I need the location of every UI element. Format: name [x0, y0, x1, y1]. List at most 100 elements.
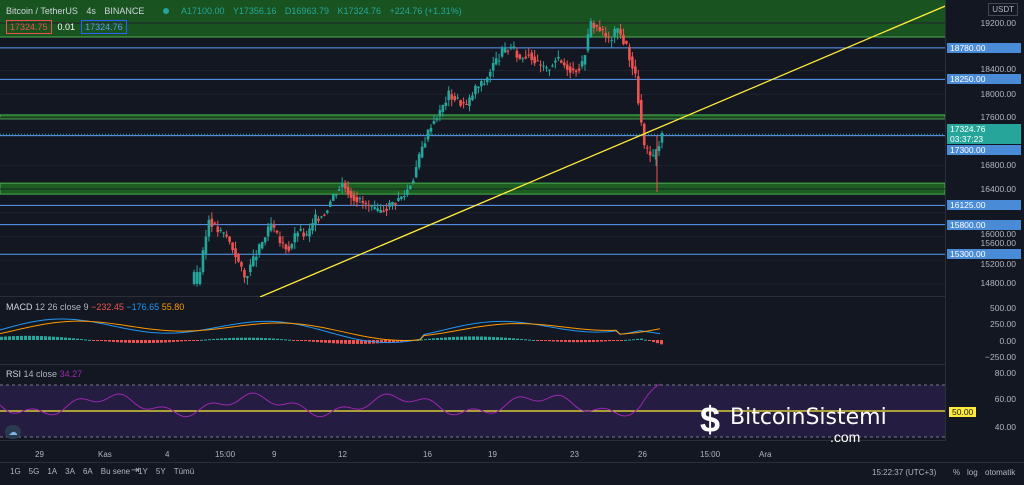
macd-histogram-bar — [336, 340, 339, 344]
timeframe-button[interactable]: 1G — [10, 467, 21, 476]
macd-histogram-bar — [628, 339, 631, 341]
log-toggle[interactable]: log — [967, 468, 978, 477]
level-price-label: 18250.00 — [947, 74, 1021, 85]
sell-button[interactable]: 17324.75 — [6, 20, 52, 34]
rsi-pane[interactable]: RSI 14 close 34.27 ☁ — [0, 365, 945, 441]
candle — [252, 256, 255, 267]
macd-histogram-bar — [60, 337, 63, 340]
macd-histogram-bar — [20, 335, 23, 340]
macd-label: MACD — [6, 302, 33, 312]
candle — [272, 224, 276, 228]
macd-histogram-bar — [516, 338, 519, 340]
candle — [497, 60, 501, 62]
buy-button[interactable]: 17324.76 — [81, 20, 127, 34]
rsi-value: 34.27 — [59, 369, 83, 379]
candle — [397, 198, 400, 201]
price-axis[interactable]: USDT 17324.76 03:37:23 18780.00 18250.00 173… — [945, 0, 1024, 297]
candle — [444, 102, 448, 107]
macd-histogram-bar — [4, 336, 7, 340]
macd-histogram-bar — [116, 340, 119, 343]
macd-histogram-bar — [140, 340, 143, 344]
candle — [323, 214, 326, 216]
candle — [557, 57, 560, 59]
timeframe-button[interactable]: Bu sene — [100, 467, 131, 476]
go-to-date-icon[interactable]: ⇥ — [131, 465, 140, 476]
macd-histogram-bar — [544, 340, 547, 341]
candle — [284, 244, 288, 250]
candle — [483, 83, 486, 85]
macd-histogram-bar — [308, 340, 311, 342]
candle — [465, 104, 468, 106]
candle — [198, 272, 202, 284]
macd-pane[interactable]: MACD 12 26 close 9 −232.45 −176.65 55.80 — [0, 297, 945, 365]
macd-tick: 500.00 — [990, 303, 1016, 313]
timeframe-button[interactable]: 6A — [82, 467, 93, 476]
macd-histogram-bar — [100, 340, 103, 341]
candle — [352, 194, 356, 201]
candle — [331, 193, 335, 201]
timeframe-button[interactable]: 3A — [65, 467, 75, 476]
timeframe-button[interactable]: 5G — [28, 467, 40, 476]
candle — [551, 65, 554, 67]
macd-histogram-bar — [44, 336, 47, 340]
macd-histogram-bar — [656, 340, 659, 344]
candle — [462, 102, 465, 104]
candle — [634, 66, 637, 74]
candle — [616, 28, 619, 33]
macd-histogram-bar — [572, 340, 575, 343]
macd-histogram-bar — [440, 337, 443, 340]
timeframe-button[interactable]: 5Y — [155, 467, 166, 476]
macd-histogram-bar — [292, 340, 295, 341]
macd-histogram-bar — [260, 337, 263, 340]
price-chart[interactable] — [0, 0, 945, 297]
candle — [503, 47, 507, 53]
macd-histogram-bar — [332, 340, 335, 344]
macd-histogram-bar — [420, 339, 423, 341]
timeframe-button[interactable]: Tümü — [173, 467, 195, 476]
timeframe-button[interactable]: 1Y — [138, 467, 148, 476]
macd-histogram-bar — [180, 340, 183, 342]
macd-hist-value: −232.45 — [91, 302, 124, 312]
percent-toggle[interactable]: % — [953, 468, 961, 477]
candle — [568, 66, 572, 73]
auto-toggle[interactable]: otomatik — [985, 468, 1016, 477]
level-price-label: 15300.00 — [947, 249, 1021, 260]
price-tick: 16400.00 — [980, 183, 1016, 194]
candle — [293, 233, 297, 243]
candle — [296, 232, 300, 237]
macd-histogram-bar — [392, 340, 395, 343]
macd-histogram-bar — [520, 338, 523, 340]
main-chart-pane[interactable]: Bitcoin / TetherUS 4s BINANCE A17100.00 … — [0, 0, 945, 297]
candle — [521, 58, 525, 60]
macd-histogram-bar — [268, 338, 271, 340]
symbol-name[interactable]: Bitcoin / TetherUS — [6, 6, 78, 16]
candle — [637, 76, 640, 104]
timeframe-button[interactable]: 1A — [47, 467, 58, 476]
macd-histogram-bar — [532, 339, 535, 341]
candle — [195, 272, 199, 284]
macd-histogram-bar — [380, 340, 383, 344]
macd-histogram-bar — [508, 337, 511, 340]
macd-histogram-bar — [480, 336, 483, 340]
macd-histogram-bar — [264, 338, 267, 340]
macd-histogram-bar — [52, 336, 55, 340]
candle — [645, 147, 649, 149]
macd-histogram-bar — [428, 338, 431, 340]
timeframe-bar: 1G 5G 1A 3A 6A Bu sene 1Y 5Y Tümü — [10, 467, 194, 476]
cloud-icon[interactable]: ☁ — [5, 425, 21, 439]
clock[interactable]: 15:22:37 (UTC+3) — [872, 468, 937, 477]
candle — [400, 196, 403, 199]
candle — [607, 36, 610, 38]
price-tick: 17600.00 — [980, 112, 1016, 123]
candle — [234, 248, 237, 258]
exchange: BINANCE — [104, 6, 145, 16]
macd-histogram-bar — [72, 338, 75, 340]
macd-histogram-bar — [148, 340, 151, 344]
macd-histogram-bar — [468, 336, 471, 340]
candle — [477, 86, 480, 89]
candle — [382, 210, 385, 212]
candle — [225, 234, 228, 237]
candle — [619, 28, 622, 35]
macd-histogram-bar — [340, 340, 343, 344]
macd-histogram-bar — [552, 340, 555, 342]
